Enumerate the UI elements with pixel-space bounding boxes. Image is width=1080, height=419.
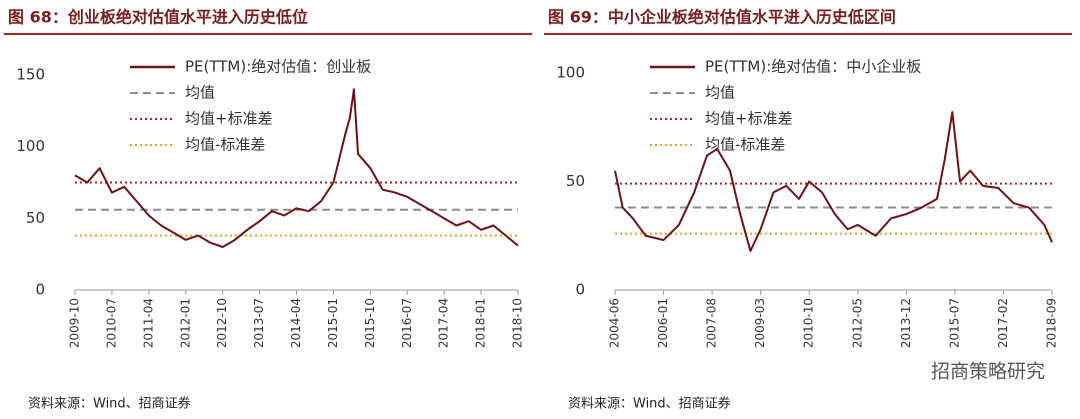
title-rule — [544, 33, 1072, 35]
x-tick-label: 2016-07 — [400, 298, 414, 348]
x-tick-label: 2015-07 — [947, 298, 961, 348]
x-tick-label: 2010-07 — [104, 298, 118, 348]
x-tick-label: 2018-10 — [511, 298, 525, 348]
x-tick-label: 2007-08 — [705, 298, 719, 348]
legend-label: PE(TTM):绝对估值：中小企业板 — [705, 58, 921, 76]
series-line — [614, 111, 1053, 252]
y-tick-label: 0 — [35, 281, 45, 299]
title-rule — [4, 33, 532, 35]
x-tick-label: 2015-10 — [363, 298, 377, 348]
series-line — [74, 88, 519, 248]
x-tick-label: 2012-01 — [178, 298, 192, 348]
y-tick-label: 100 — [556, 64, 585, 82]
x-tick-label: 2018-01 — [474, 298, 488, 348]
x-tick-label: 2010-10 — [802, 298, 816, 348]
chart-title: 图 68：创业板绝对估值水平进入历史低位 — [8, 8, 308, 27]
y-tick-label: 50 — [566, 172, 585, 190]
y-tick-label: 0 — [575, 281, 585, 299]
x-tick-label: 2013-07 — [252, 298, 266, 348]
x-tick-label: 2012-10 — [215, 298, 229, 348]
legend-label: PE(TTM):绝对估值：创业板 — [185, 58, 371, 76]
legend-label: 均值-标准差 — [185, 136, 265, 154]
legend-label: 均值 — [705, 84, 735, 102]
x-tick-label: 2009-10 — [68, 298, 82, 348]
y-tick-label: 150 — [16, 66, 45, 84]
legend-label: 均值-标准差 — [705, 136, 785, 154]
y-tick-label: 100 — [16, 137, 45, 155]
x-tick-label: 2009-03 — [753, 298, 767, 348]
x-tick-label: 2017-02 — [996, 298, 1010, 348]
chart-title: 图 69：中小企业板绝对估值水平进入历史低区间 — [548, 8, 896, 27]
x-tick-label: 2006-01 — [656, 298, 670, 348]
x-tick-label: 2013-12 — [899, 298, 913, 348]
x-tick-label: 2018-09 — [1045, 298, 1059, 348]
y-tick-label: 50 — [26, 209, 45, 227]
x-tick-label: 2017-04 — [437, 298, 451, 348]
legend-label: 均值 — [185, 84, 215, 102]
x-tick-label: 2004-06 — [608, 298, 622, 348]
x-tick-label: 2015-01 — [326, 298, 340, 348]
x-tick-label: 2014-04 — [289, 298, 303, 348]
x-tick-label: 2012-05 — [850, 298, 864, 348]
source: 资料来源：Wind、招商证券 — [568, 396, 731, 412]
legend-label: 均值+标准差 — [705, 110, 793, 128]
source: 资料来源：Wind、招商证券 — [28, 396, 191, 412]
x-tick-label: 2011-04 — [141, 298, 155, 348]
legend-label: 均值+标准差 — [185, 110, 273, 128]
watermark: 招商策略研究 — [931, 361, 1045, 383]
